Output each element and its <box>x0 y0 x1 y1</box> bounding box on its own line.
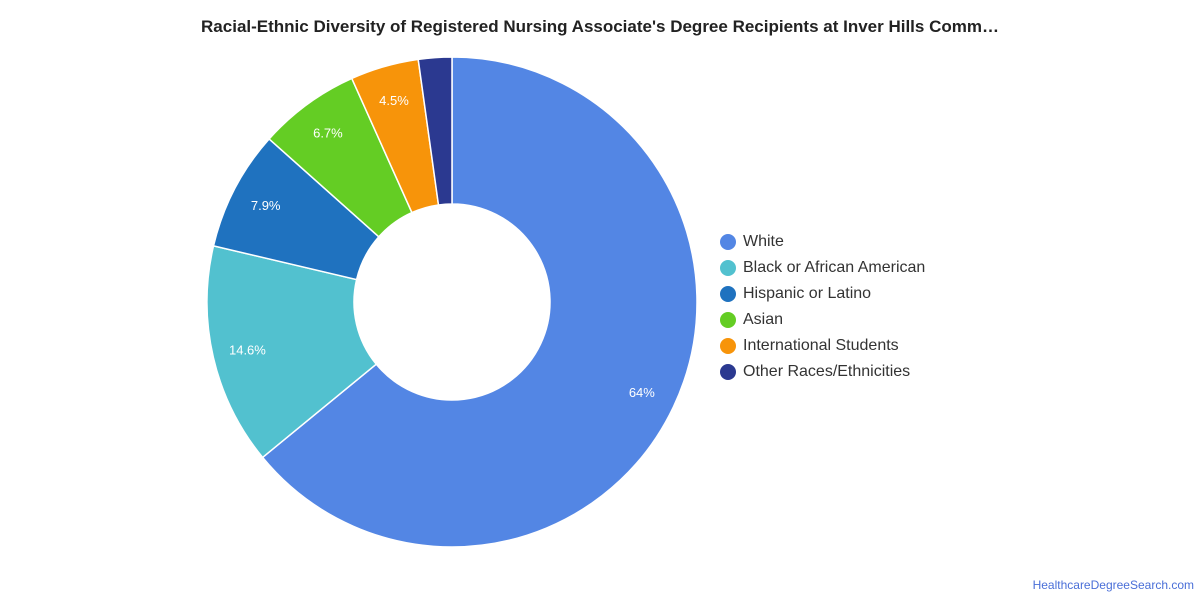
legend-label: Black or African American <box>743 259 926 276</box>
legend-swatch <box>720 286 736 302</box>
legend-label: Asian <box>743 311 784 328</box>
slice-black-or-african-american <box>206 244 378 459</box>
chart-title: Racial-Ethnic Diversity of Registered Nu… <box>201 17 999 36</box>
slice-other-races-ethnicities <box>417 56 453 206</box>
legend-item: Black or African American <box>720 255 925 281</box>
slice-label: 4.5% <box>379 93 409 108</box>
legend-label: White <box>743 233 784 250</box>
legend-item: White <box>720 229 925 255</box>
legend-swatch <box>720 234 736 250</box>
slice-label: 7.9% <box>251 198 281 213</box>
legend-swatch <box>720 312 736 328</box>
legend-label: Hispanic or Latino <box>743 285 872 302</box>
slice-label: 6.7% <box>313 126 343 141</box>
legend-label: Other Races/Ethnicities <box>743 363 911 380</box>
slice-label: 14.6% <box>229 342 266 357</box>
legend-swatch <box>720 260 736 276</box>
legend-swatch <box>720 338 736 354</box>
slice-white <box>261 56 698 548</box>
legend-label: International Students <box>743 337 899 354</box>
legend: White Black or African American Hispanic o… <box>720 229 925 385</box>
legend-item: Other Races/Ethnicities <box>720 359 925 385</box>
legend-item: Asian <box>720 307 925 333</box>
legend-swatch <box>720 364 736 380</box>
source-credit: HealthcareDegreeSearch.com <box>1032 578 1194 592</box>
legend-item: Hispanic or Latino <box>720 281 925 307</box>
legend-item: International Students <box>720 333 925 359</box>
slice-label: 64% <box>629 385 655 400</box>
